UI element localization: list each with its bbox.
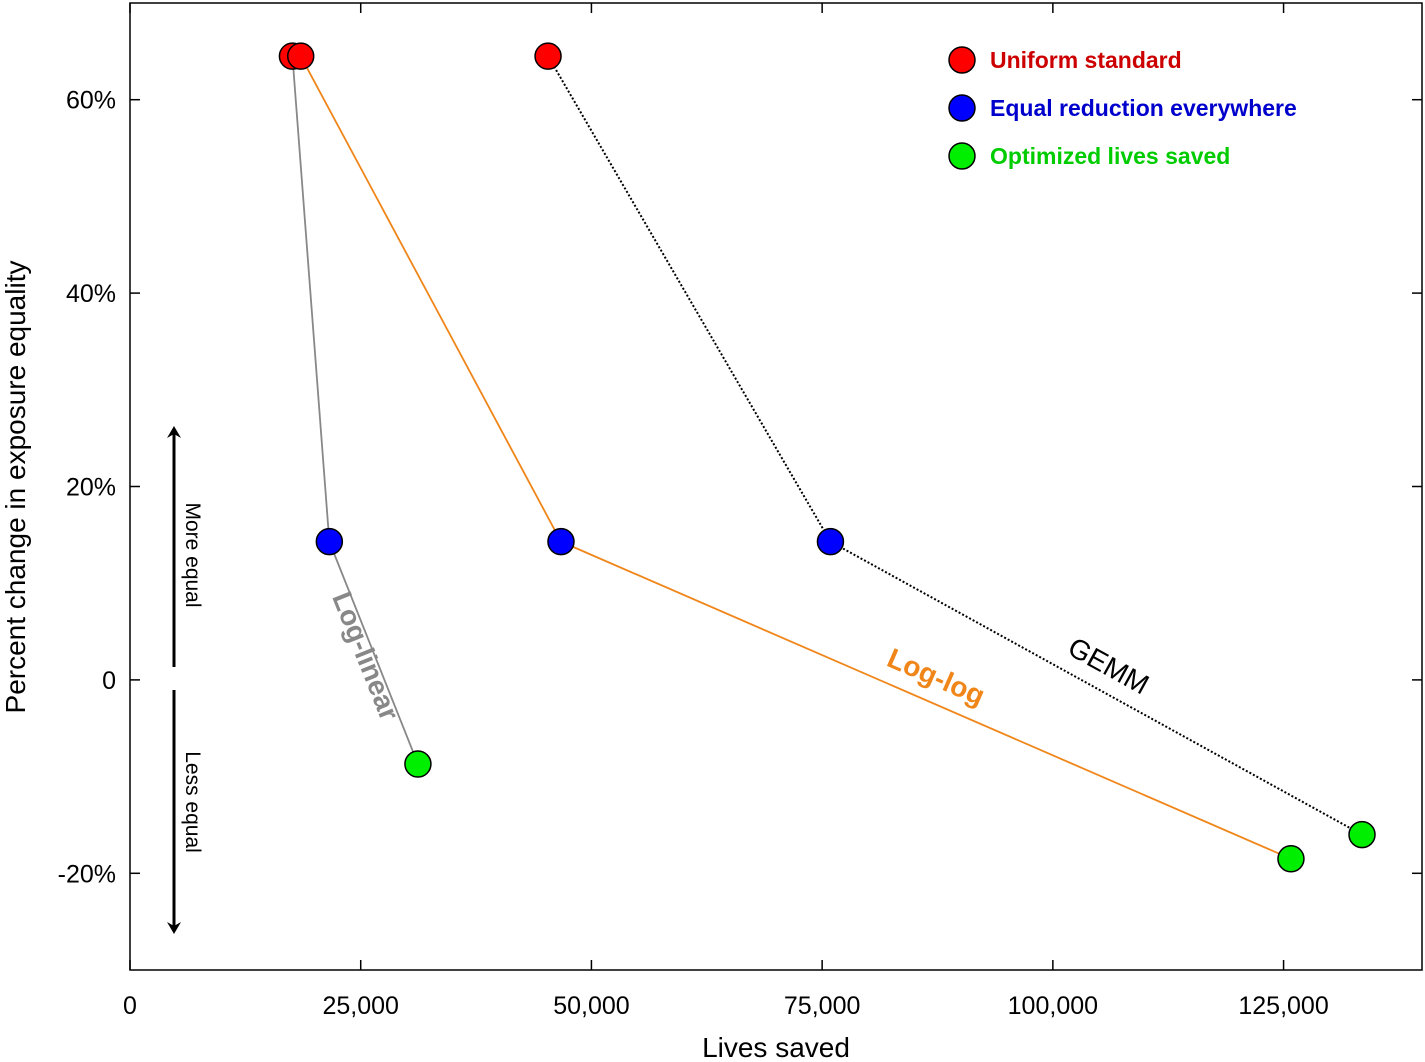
legend: Uniform standard Equal reduction everywhe… <box>948 46 1297 170</box>
log-log-uniform-point <box>286 42 315 70</box>
less-equal-label: Less equal <box>181 751 204 853</box>
gemm-optimized-point <box>1348 820 1376 849</box>
x-tick-label: 25,000 <box>322 992 398 1020</box>
log-log-line <box>299 55 1292 860</box>
legend-equal-marker <box>948 94 976 122</box>
x-tick-label: 50,000 <box>553 992 629 1020</box>
gemm-line <box>547 55 1363 836</box>
log-log-label: Log-log <box>883 642 989 711</box>
more-equal-label: More equal <box>181 502 204 607</box>
axis-ticks: 0 25,000 50,000 75,000 100,000 125,000 -20% 0 20… <box>58 3 1422 1020</box>
x-tick-label: 100,000 <box>1008 992 1098 1020</box>
y-axis-title: Percent change in exposure equality <box>0 261 31 714</box>
log-log-equal-point <box>547 527 575 556</box>
x-tick-label: 125,000 <box>1238 992 1328 1020</box>
log-linear-equal-point <box>315 527 344 556</box>
x-axis-title: Lives saved <box>702 1032 850 1062</box>
series-lines <box>291 55 1363 860</box>
legend-optimized-marker <box>948 142 976 170</box>
gemm-equal-point <box>816 527 845 556</box>
y-tick-label: 60% <box>66 87 116 115</box>
y-tick-label: -20% <box>58 860 116 888</box>
direction-arrows: More equal Less equal <box>167 426 204 934</box>
y-tick-label: 20% <box>66 474 116 502</box>
log-linear-label: Log-linear <box>326 587 405 724</box>
gemm-uniform-point <box>534 42 562 70</box>
x-tick-label: 0 <box>123 992 137 1020</box>
x-tick-label: 75,000 <box>784 992 860 1020</box>
log-linear-optimized-point <box>404 750 432 778</box>
y-tick-label: 40% <box>66 280 116 308</box>
y-tick-label: 0 <box>102 667 116 695</box>
data-points <box>278 42 1376 873</box>
gemm-label: GEMM <box>1063 631 1154 700</box>
legend-equal-label: Equal reduction everywhere <box>990 95 1297 121</box>
log-log-optimized-point <box>1277 845 1305 873</box>
series-labels: Log-linear Log-log GEMM <box>326 587 1154 724</box>
legend-optimized-label: Optimized lives saved <box>990 143 1230 169</box>
legend-uniform-label: Uniform standard <box>990 47 1182 73</box>
legend-uniform-marker <box>948 46 976 74</box>
